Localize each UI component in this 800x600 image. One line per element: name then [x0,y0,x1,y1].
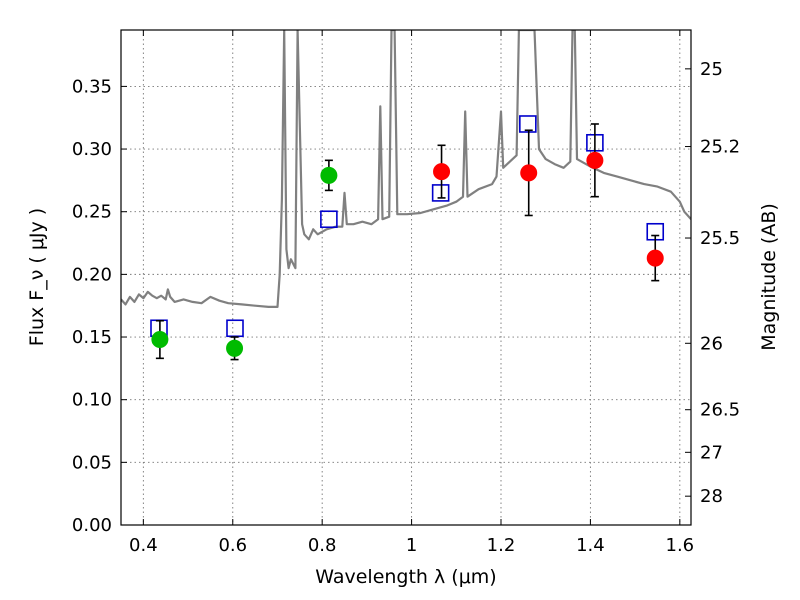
right-tick-label: 28 [700,486,723,507]
y-tick-label: 0.00 [72,515,112,536]
right-axis-label: Magnitude (AB) [758,203,780,351]
x-tick-label: 0.4 [129,535,158,556]
x-tick-label: 1.6 [666,535,695,556]
model-photometry-square [431,184,450,202]
y-tick-label: 0.20 [72,264,112,285]
y-tick-label: 0.05 [72,452,112,473]
model-photometry-square [519,115,537,133]
right-tick-label: 25 [700,59,723,80]
right-tick-label: 27 [700,442,723,463]
x-tick-label: 1 [406,535,417,556]
right-tick-label: 25.2 [700,137,740,158]
y-tick-label: 0.15 [72,327,112,348]
x-tick-label: 1.2 [487,535,516,556]
x-tick-label: 0.8 [308,535,337,556]
model-photometry-square [226,319,244,338]
red-data-point [586,151,604,169]
model-photometry-square [320,210,338,229]
y-axis-label: Flux F_ν ( μJy ) [26,208,48,346]
green-data-point [151,331,169,349]
right-tick-label: 25.5 [700,228,740,249]
red-data-point [520,164,538,182]
right-tick-label: 26 [700,333,723,354]
red-data-point [646,249,664,267]
x-axis-label: Wavelength λ (μm) [315,566,496,588]
x-tick-label: 1.4 [576,535,605,556]
model-spectrum-line [121,30,691,308]
x-tick-label: 0.6 [218,535,247,556]
y-tick-label: 0.10 [72,390,112,411]
red-data-point [433,163,451,181]
grid-lines [121,30,691,526]
plot-frame [120,29,692,526]
green-data-point [320,166,338,184]
y-tick-label: 0.35 [72,76,112,97]
y-tick-label: 0.25 [72,202,112,223]
y-tick-label: 0.30 [72,139,112,160]
right-tick-label: 26.5 [700,400,740,421]
green-data-point [226,339,244,357]
